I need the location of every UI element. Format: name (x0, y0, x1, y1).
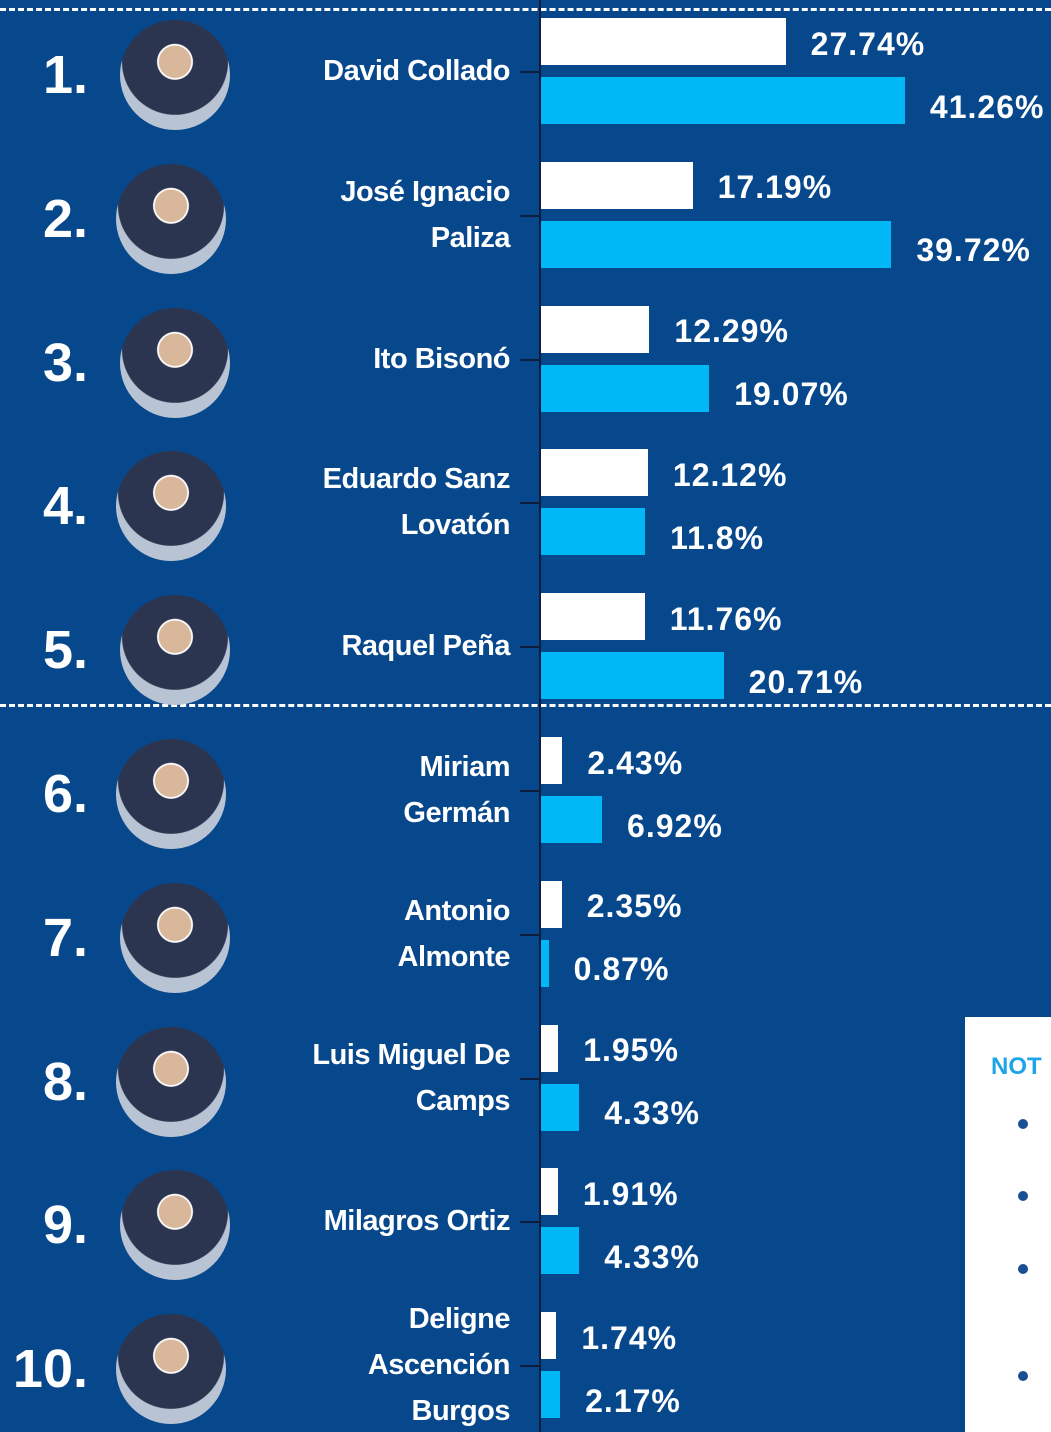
bullet (1018, 1264, 1028, 1274)
bar (541, 1084, 579, 1131)
bar (541, 18, 786, 65)
value-label: 39.72% (916, 230, 1031, 270)
tick (520, 1221, 540, 1223)
category-label: Milagros Ortiz (210, 1198, 510, 1244)
bar (541, 221, 891, 268)
tick (520, 502, 540, 504)
value-label: 1.74% (581, 1318, 677, 1358)
page: NOT 1. David Collado 27.74%41.26% 2. José Ig… (0, 0, 1051, 1432)
bullet (1018, 1119, 1028, 1129)
tick (520, 1365, 540, 1367)
category-label: David Collado (210, 48, 510, 94)
bar (541, 1312, 556, 1359)
value-label: 1.95% (583, 1030, 679, 1070)
bar (541, 1371, 560, 1418)
value-label: 1.91% (583, 1174, 679, 1214)
bullet (1018, 1191, 1028, 1201)
bullet (1018, 1371, 1028, 1381)
tick (520, 790, 540, 792)
tick (520, 934, 540, 936)
value-label: 41.26% (930, 87, 1045, 127)
rank: 5. (0, 620, 88, 680)
note-title: NOT (991, 1053, 1042, 1081)
category-label: Antonio Almonte (210, 888, 510, 980)
bar (541, 508, 645, 555)
value-label: 20.71% (749, 662, 864, 702)
tick (520, 215, 540, 217)
value-label: 6.92% (627, 806, 723, 846)
bar (541, 306, 649, 353)
value-label: 2.43% (587, 743, 683, 783)
tick (520, 359, 540, 361)
value-label: 2.35% (587, 886, 683, 926)
category-label: Miriam Germán (210, 744, 510, 836)
rank: 4. (0, 476, 88, 536)
tick (520, 1078, 540, 1080)
value-label: 2.17% (585, 1381, 681, 1421)
value-label: 19.07% (734, 374, 849, 414)
value-label: 11.76% (670, 599, 783, 639)
bar (541, 940, 549, 987)
category-label: Eduardo Sanz Lovatón (210, 456, 510, 548)
value-label: 4.33% (604, 1237, 700, 1277)
separator (0, 704, 1051, 707)
category-label: José Ignacio Paliza (210, 169, 510, 261)
tick (520, 71, 540, 73)
tick (520, 646, 540, 648)
value-label: 0.87% (574, 949, 670, 989)
rank: 3. (0, 333, 88, 393)
bar (541, 365, 709, 412)
value-label: 12.29% (674, 311, 789, 351)
value-label: 27.74% (811, 24, 926, 64)
value-label: 12.12% (673, 455, 788, 495)
bar (541, 652, 724, 699)
bar (541, 1025, 558, 1072)
rank: 7. (0, 908, 88, 968)
bar (541, 449, 648, 496)
rank: 8. (0, 1052, 88, 1112)
bar (541, 77, 905, 124)
value-label: 11.8% (670, 518, 764, 558)
rank: 1. (0, 45, 88, 105)
bar (541, 796, 602, 843)
value-label: 4.33% (604, 1093, 700, 1133)
category-label: Deligne Ascención Burgos (210, 1296, 510, 1432)
rank: 9. (0, 1195, 88, 1255)
note-box: NOT (965, 1017, 1051, 1432)
separator (0, 8, 1051, 11)
bar (541, 737, 562, 784)
rank: 2. (0, 189, 88, 249)
rank: 10. (0, 1339, 88, 1399)
category-label: Ito Bisonó (210, 336, 510, 382)
bar (541, 593, 645, 640)
bar (541, 881, 562, 928)
bar (541, 162, 693, 209)
bar (541, 1168, 558, 1215)
category-label: Luis Miguel De Camps (210, 1032, 510, 1124)
category-label: Raquel Peña (210, 623, 510, 669)
chart: NOT 1. David Collado 27.74%41.26% 2. José Ig… (0, 0, 1051, 1432)
bar (541, 1227, 579, 1274)
value-label: 17.19% (718, 167, 833, 207)
rank: 6. (0, 764, 88, 824)
